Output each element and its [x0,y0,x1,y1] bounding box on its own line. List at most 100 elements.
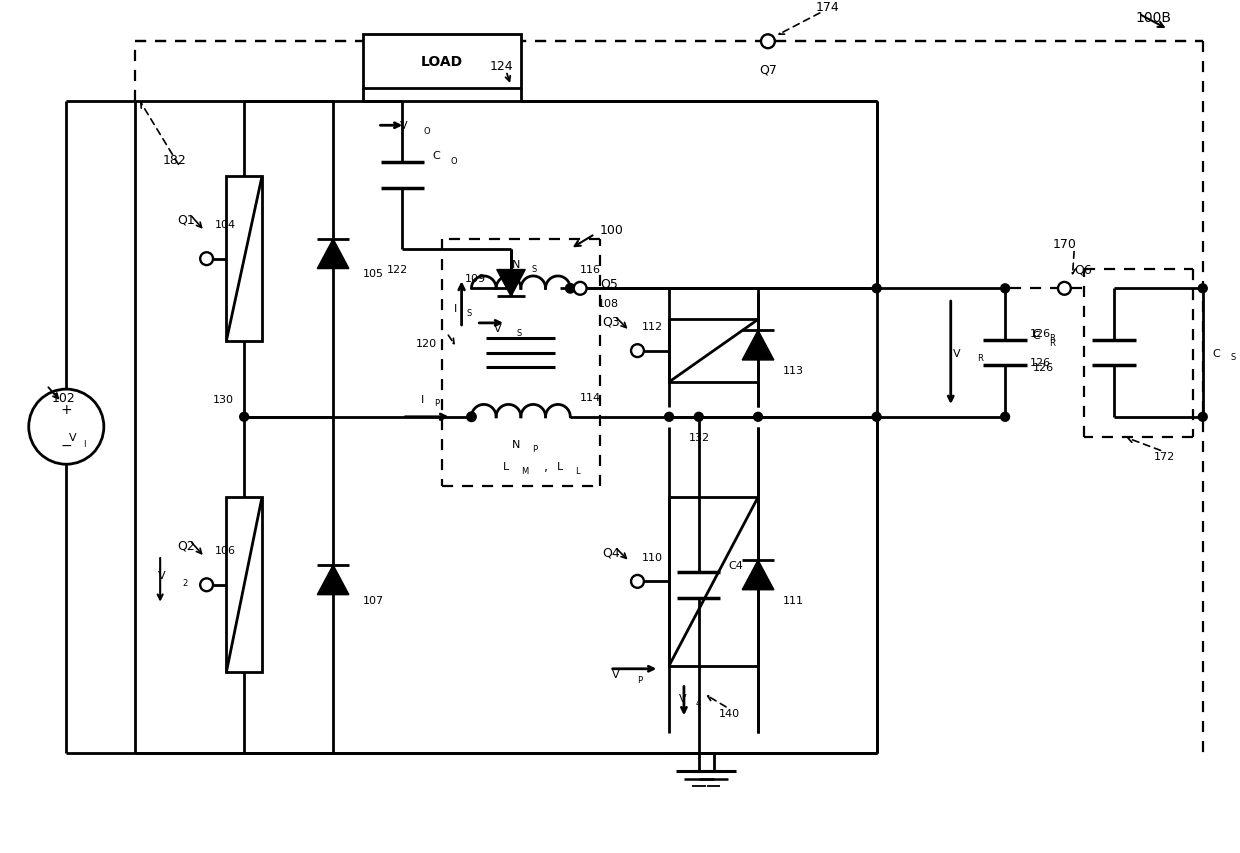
Circle shape [694,413,703,421]
Text: R: R [1049,334,1055,342]
Text: C: C [432,151,440,160]
Text: R: R [977,354,983,363]
Text: 112: 112 [641,322,662,332]
Text: V: V [69,432,77,442]
Circle shape [872,413,882,421]
Text: P: P [532,445,537,454]
Text: 100B: 100B [1136,10,1172,25]
Text: 102: 102 [52,391,76,404]
Text: 132: 132 [689,432,711,442]
Text: 140: 140 [718,709,739,718]
Text: Q6: Q6 [1074,263,1092,276]
Text: V: V [680,693,687,704]
Text: V: V [613,669,620,679]
Text: 120: 120 [415,339,436,348]
Text: V: V [399,121,407,131]
Circle shape [1058,282,1071,295]
Text: L: L [503,461,510,472]
Text: Q3: Q3 [601,315,620,328]
Text: 122: 122 [387,264,408,274]
Text: I: I [83,439,86,449]
Text: M: M [521,467,528,476]
Text: 126: 126 [1029,358,1052,368]
Circle shape [631,575,644,588]
Text: I: I [454,304,456,314]
Circle shape [1001,285,1009,293]
Text: L: L [575,467,580,476]
Text: LOAD: LOAD [420,55,463,69]
Bar [670,320,758,382]
Text: 105: 105 [363,270,383,279]
Text: Q1: Q1 [177,213,195,226]
Text: 107: 107 [363,595,384,605]
Text: N: N [512,440,520,450]
Text: 109: 109 [465,274,486,284]
Text: Q4: Q4 [601,546,620,559]
Text: Q2: Q2 [177,539,195,552]
Text: S: S [466,309,471,317]
Text: 110: 110 [641,552,662,562]
Circle shape [574,282,587,295]
Text: −: − [61,438,72,452]
Polygon shape [497,270,526,297]
Circle shape [761,35,775,49]
Text: ,: , [543,460,548,473]
Circle shape [239,413,248,421]
Bar [670,497,758,666]
Circle shape [872,285,882,293]
Text: Q5: Q5 [600,277,618,291]
Text: L: L [557,461,563,472]
Text: I: I [420,395,424,404]
Text: 100: 100 [600,223,624,236]
Text: V: V [494,323,501,334]
Text: 2: 2 [182,578,187,588]
Text: S: S [532,264,537,273]
Text: +: + [61,403,72,416]
Bar [227,177,262,341]
Text: V: V [954,348,961,358]
Polygon shape [743,560,774,590]
Text: 124: 124 [490,61,513,73]
Text: 113: 113 [782,365,804,375]
Text: C: C [1033,328,1040,339]
Text: N: N [512,259,520,270]
Circle shape [200,253,213,266]
Polygon shape [317,240,348,270]
Text: 182: 182 [164,154,187,167]
Circle shape [631,345,644,357]
Text: 116: 116 [580,264,601,274]
Text: 170: 170 [1053,238,1076,251]
Text: S: S [1230,353,1236,362]
Text: R: R [1049,339,1055,347]
Text: 111: 111 [782,595,804,605]
Text: 172: 172 [1153,452,1174,461]
Circle shape [1198,413,1208,421]
Circle shape [1198,285,1208,293]
Text: V: V [157,571,165,580]
Polygon shape [317,566,348,595]
Text: 106: 106 [215,546,236,555]
Circle shape [466,413,476,422]
Circle shape [1001,413,1009,421]
Text: 104: 104 [215,220,236,229]
Circle shape [565,284,575,293]
Circle shape [665,413,673,421]
Text: 174: 174 [816,1,839,15]
Text: C: C [1213,348,1220,358]
Bar [363,35,521,89]
Circle shape [200,578,213,591]
Text: 108: 108 [598,299,619,309]
Text: O: O [423,127,430,136]
Text: C4: C4 [728,560,743,571]
Text: 126: 126 [1033,363,1054,373]
Polygon shape [743,331,774,361]
Text: 114: 114 [580,392,601,403]
Bar [227,498,262,672]
Text: P: P [434,398,439,408]
Text: S: S [517,328,522,338]
Text: 4: 4 [696,699,701,707]
Text: P: P [637,675,642,684]
Circle shape [754,413,763,421]
Text: C: C [1033,330,1040,340]
Text: Q7: Q7 [759,63,777,76]
